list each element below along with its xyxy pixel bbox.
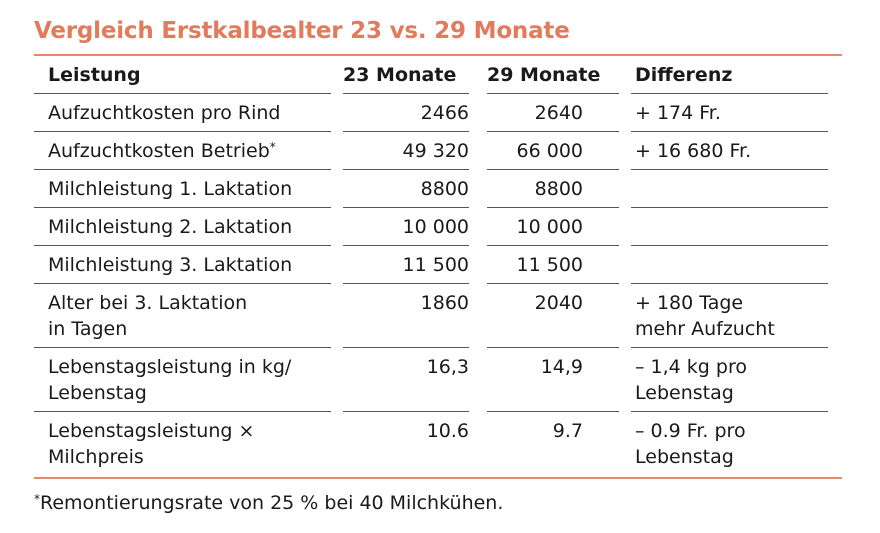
diff-text-cont: mehr Aufzucht (635, 318, 775, 340)
cell-leistung: Aufzuchtkosten Betrieb* (34, 132, 331, 170)
header-row: Leistung 23 Monate 29 Monate Differenz (34, 56, 842, 94)
cell-23-monate: 8800 (343, 170, 469, 208)
value-23: 10.6 (426, 420, 469, 442)
value-23: 10 000 (402, 216, 469, 238)
value-29: 66 000 (516, 140, 583, 162)
cell-differenz: – 0.9 Fr. pro Lebenstag (631, 412, 828, 476)
diff-text: – 1,4 kg pro (635, 356, 747, 378)
row-label: Milchleistung 3. Laktation (48, 254, 293, 276)
footnote-mark: * (34, 492, 40, 506)
cell-differenz (631, 246, 828, 284)
cell-29-monate: 2040 (487, 284, 619, 348)
cell-29-monate: 8800 (487, 170, 619, 208)
diff-text: – 0.9 Fr. pro (635, 420, 746, 442)
cell-29-monate: 2640 (487, 94, 619, 132)
top-rule (34, 54, 842, 56)
footnote-ref: * (269, 140, 276, 154)
row-label: Lebenstagsleistung in kg/ (48, 356, 292, 378)
table-row: Lebenstagsleistung × Milchpreis 10.6 9.7 – 0… (34, 412, 842, 476)
row-label: Alter bei 3. Laktation (48, 292, 248, 314)
table-row: Milchleistung 3. Laktation 11 500 11 500 (34, 246, 842, 284)
cell-leistung: Lebenstagsleistung in kg/Lebenstag (34, 348, 331, 412)
cell-29-monate: 11 500 (487, 246, 619, 284)
value-23: 2466 (420, 102, 469, 124)
cell-23-monate: 1860 (343, 284, 469, 348)
cell-differenz: + 174 Fr. (631, 94, 828, 132)
header-23-monate: 23 Monate (343, 57, 469, 94)
cell-23-monate: 10.6 (343, 412, 469, 476)
row-label: Aufzuchtkosten Betrieb (48, 140, 270, 162)
cell-differenz: + 180 Tage mehr Aufzucht (631, 284, 828, 348)
diff-text-cont: Lebenstag (635, 382, 734, 404)
header-29-monate: 29 Monate (487, 57, 619, 94)
value-23: 11 500 (402, 254, 469, 276)
value-29: 2040 (534, 292, 583, 314)
table-row: Alter bei 3. Laktation in Tagen 1860 2040 + … (34, 284, 842, 348)
cell-29-monate: 10 000 (487, 208, 619, 246)
cell-23-monate: 16,3 (343, 348, 469, 412)
bottom-rule (34, 477, 842, 479)
row-label: Lebenstagsleistung × (48, 420, 255, 442)
diff-text: + 180 Tage (635, 292, 744, 314)
table-row: Milchleistung 2. Laktation 10 000 10 000 (34, 208, 842, 246)
cell-differenz (631, 170, 828, 208)
value-29: 2640 (534, 102, 583, 124)
diff-text-cont: Lebenstag (635, 446, 734, 468)
header-leistung: Leistung (34, 57, 331, 94)
comparison-table: Leistung 23 Monate 29 Monate Differenz A… (34, 56, 842, 476)
cell-leistung: Alter bei 3. Laktation in Tagen (34, 284, 331, 348)
value-29: 9.7 (552, 420, 583, 442)
cell-29-monate: 66 000 (487, 132, 619, 170)
cell-23-monate: 49 320 (343, 132, 469, 170)
row-label-cont: in Tagen (48, 318, 128, 340)
cell-23-monate: 2466 (343, 94, 469, 132)
cell-differenz (631, 208, 828, 246)
row-label: Aufzuchtkosten pro Rind (48, 102, 281, 124)
value-29: 11 500 (516, 254, 583, 276)
value-29: 8800 (534, 178, 583, 200)
cell-leistung: Lebenstagsleistung × Milchpreis (34, 412, 331, 476)
cell-differenz: – 1,4 kg pro Lebenstag (631, 348, 828, 412)
footnote-text: Remontierungsrate von 25 % bei 40 Milchk… (40, 492, 504, 514)
table-row: Lebenstagsleistung in kg/Lebenstag 16,3 14… (34, 348, 842, 412)
value-29: 14,9 (540, 356, 583, 378)
cell-23-monate: 11 500 (343, 246, 469, 284)
table-row: Aufzuchtkosten Betrieb* 49 320 66 000 + 16 … (34, 132, 842, 170)
row-label: Milchleistung 1. Laktation (48, 178, 293, 200)
value-29: 10 000 (516, 216, 583, 238)
header-differenz: Differenz (631, 57, 828, 94)
cell-leistung: Milchleistung 1. Laktation (34, 170, 331, 208)
row-label-cont: Milchpreis (48, 446, 144, 468)
row-label: Milchleistung 2. Laktation (48, 216, 293, 238)
cell-differenz: + 16 680 Fr. (631, 132, 828, 170)
diff-text: + 174 Fr. (635, 102, 721, 124)
diff-text: + 16 680 Fr. (635, 140, 752, 162)
table-row: Milchleistung 1. Laktation 8800 8800 (34, 170, 842, 208)
cell-leistung: Milchleistung 3. Laktation (34, 246, 331, 284)
value-23: 1860 (420, 292, 469, 314)
value-23: 16,3 (426, 356, 469, 378)
value-23: 49 320 (402, 140, 469, 162)
footnote: *Remontierungsrate von 25 % bei 40 Milch… (34, 490, 503, 516)
cell-29-monate: 9.7 (487, 412, 619, 476)
cell-23-monate: 10 000 (343, 208, 469, 246)
row-label-cont: Lebenstag (48, 382, 147, 404)
table-row: Aufzuchtkosten pro Rind 2466 2640 + 174 Fr. (34, 94, 842, 132)
cell-leistung: Milchleistung 2. Laktation (34, 208, 331, 246)
value-23: 8800 (420, 178, 469, 200)
table-title: Vergleich Erstkalbealter 23 vs. 29 Monat… (34, 18, 570, 44)
cell-29-monate: 14,9 (487, 348, 619, 412)
cell-leistung: Aufzuchtkosten pro Rind (34, 94, 331, 132)
